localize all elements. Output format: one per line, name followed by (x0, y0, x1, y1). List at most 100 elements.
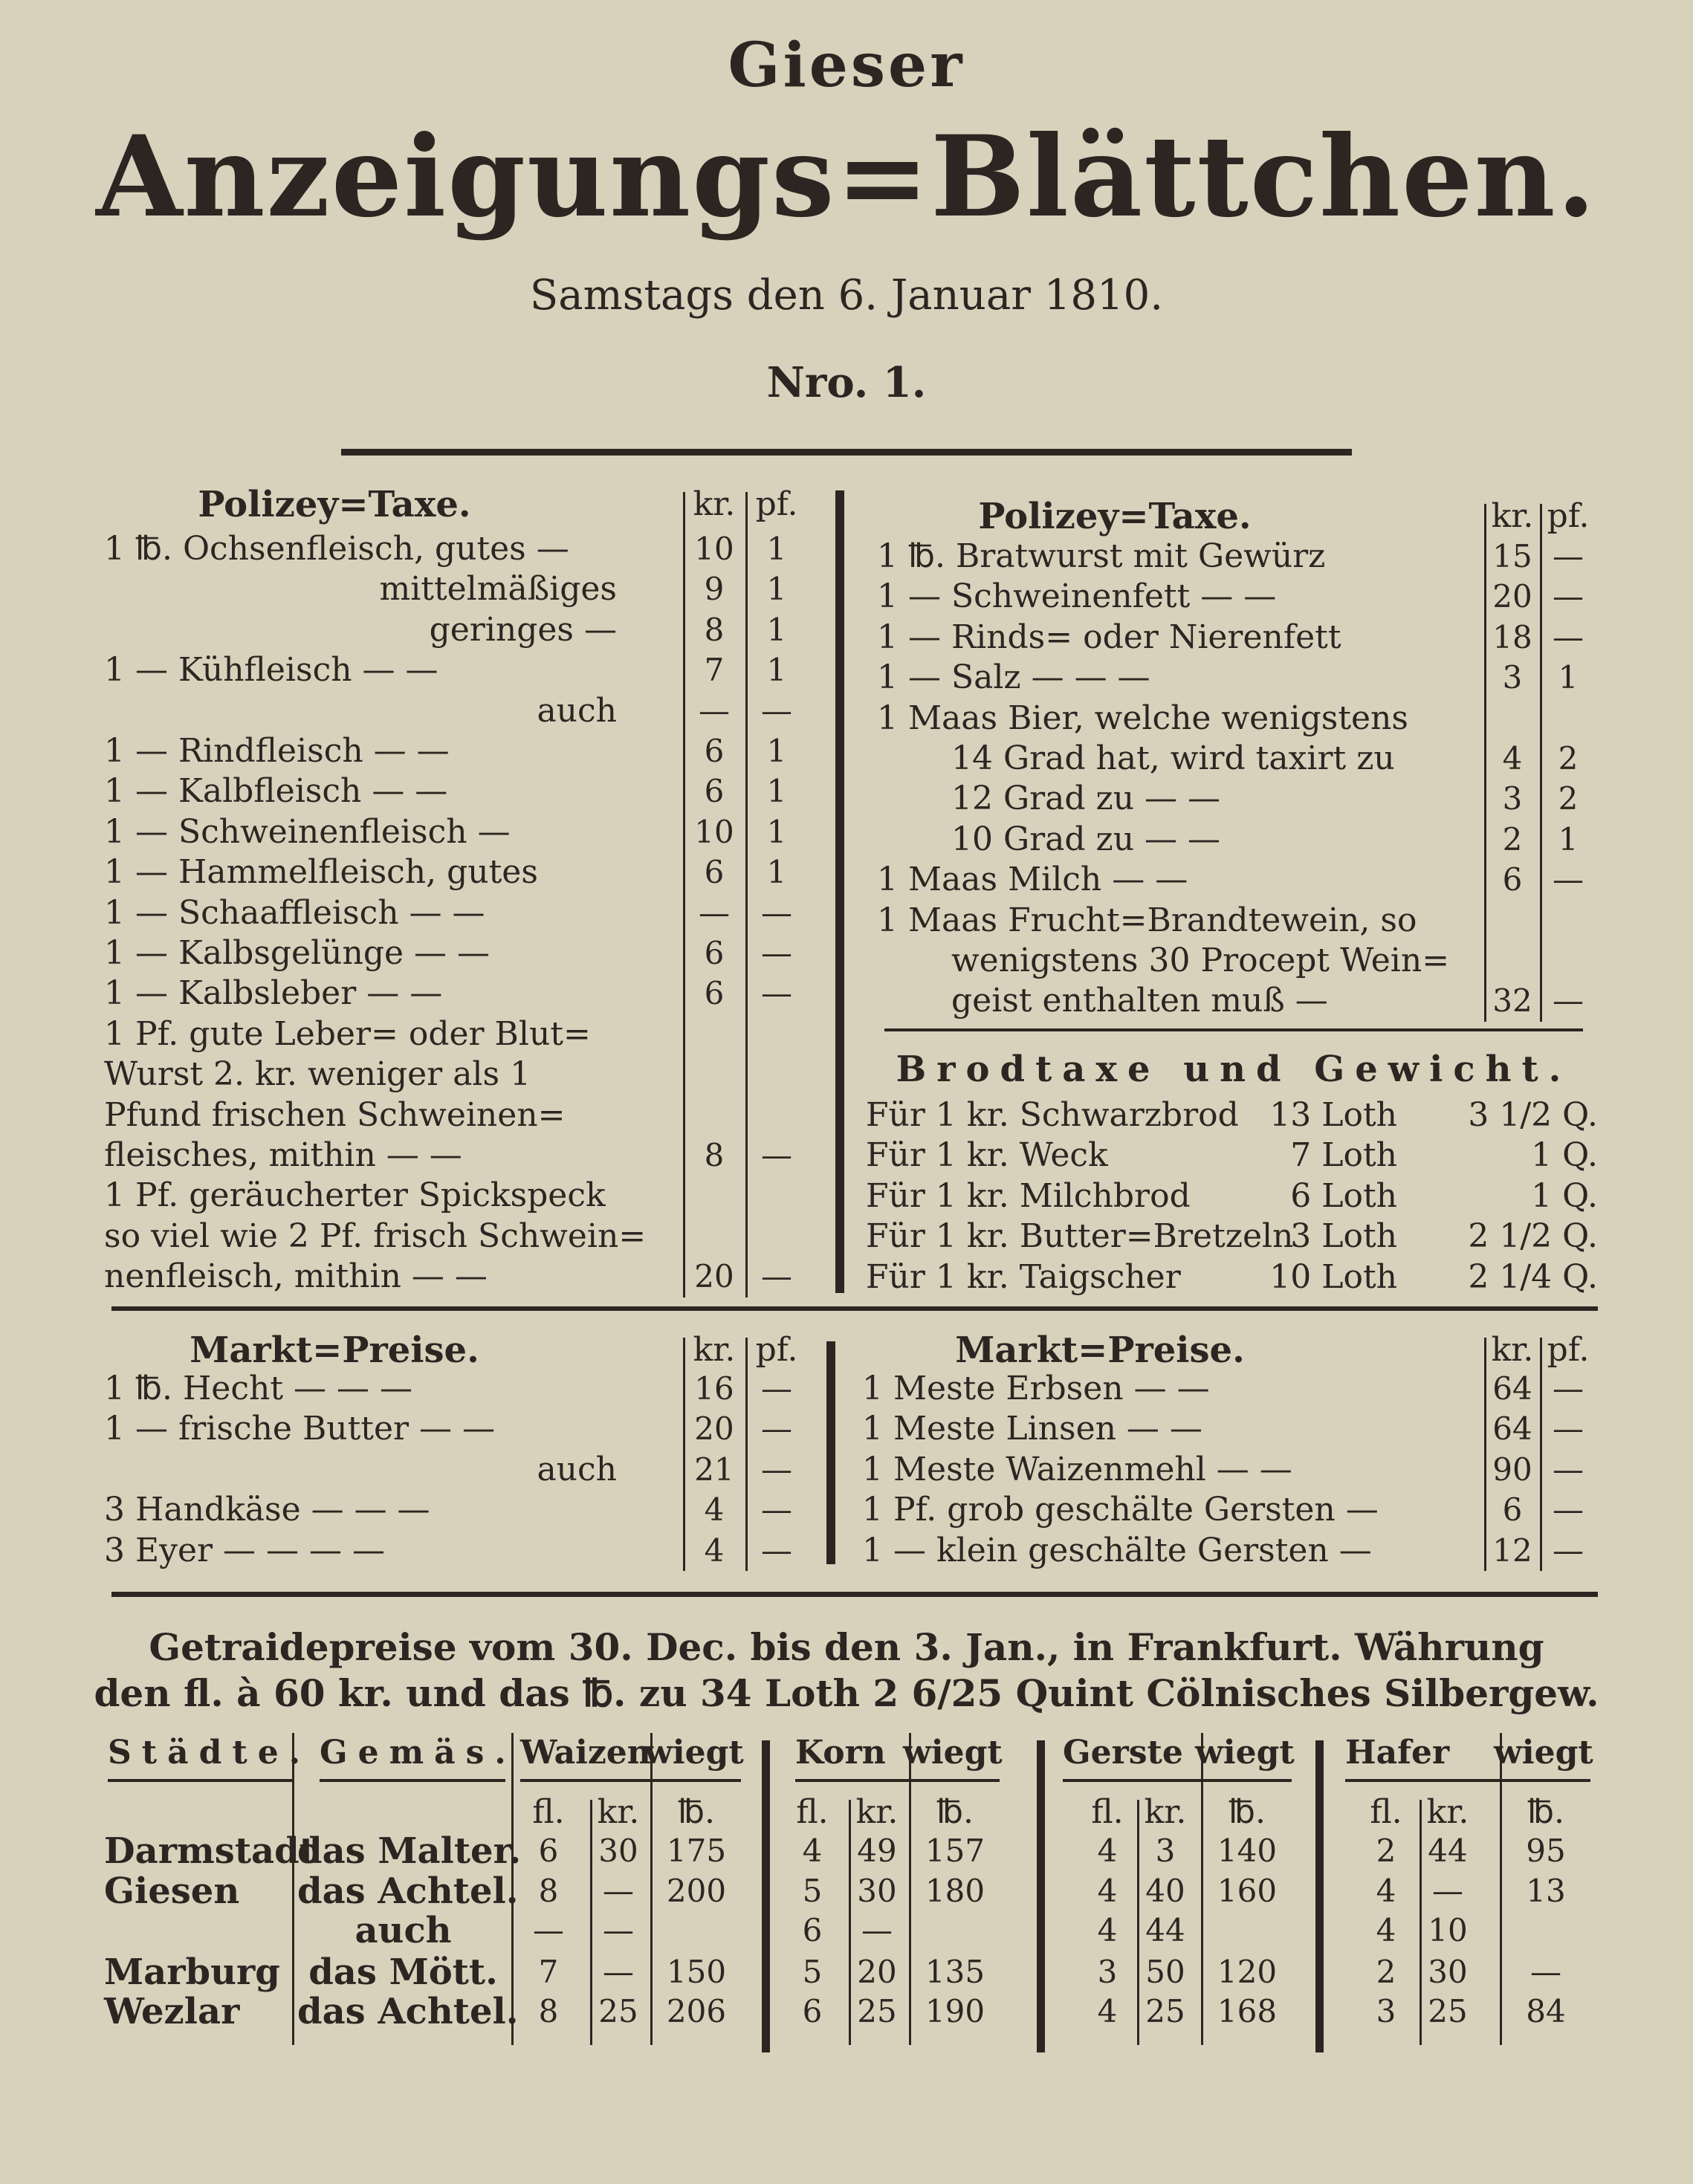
price-row-label: 1 — frische Butter — — (104, 1410, 496, 1448)
price-row-label: 1 ℔. Ochsenfleisch, gutes — (104, 530, 569, 568)
price-cell: 50 (1145, 1954, 1185, 1990)
header-gerste: Gerste (1063, 1734, 1183, 1772)
price-row-label: 3 Eyer — — — — (104, 1531, 385, 1569)
price-kr: — (699, 894, 730, 931)
header-korn: Korn (795, 1734, 886, 1772)
column-divider (683, 492, 685, 1297)
price-row-label: 1 — Kalbsgelünge — — (104, 934, 491, 972)
brod-quint: 2 1/2 Q. (1468, 1217, 1598, 1256)
header-cities: Städte. (108, 1734, 311, 1772)
column-divider (1540, 504, 1542, 1022)
price-cell: 20 (857, 1954, 897, 1990)
price-cell: 4 (1097, 1833, 1118, 1869)
price-row-label: geist enthalten muß — (951, 982, 1328, 1020)
price-row-label: 1 — Schaaffleisch — — (104, 893, 485, 932)
column-header-pf: pf. (755, 485, 798, 523)
brod-loth: 7 Loth (1290, 1136, 1397, 1175)
column-divider (909, 1733, 911, 2045)
price-kr: 2 (1502, 820, 1523, 858)
price-row-label: 12 Grad zu — — (951, 780, 1221, 818)
price-row-label: 1 — Kalbfleisch — — (104, 772, 448, 811)
price-row-label: auch (537, 691, 617, 730)
price-pf: — (1553, 982, 1584, 1020)
price-cell: 30 (598, 1833, 638, 1869)
city-name: Marburg (104, 1951, 280, 1993)
price-cell: — (603, 1912, 634, 1948)
price-kr: 20 (694, 1258, 734, 1295)
price-row-label: 1 Meste Linsen — — (862, 1410, 1202, 1448)
price-cell: 140 (1217, 1833, 1278, 1869)
brod-item: Für 1 kr. Butter=Bretzeln (866, 1217, 1294, 1256)
price-row-label: 1 — Hammelfleisch, gutes (104, 853, 538, 892)
price-cell: 49 (857, 1833, 897, 1869)
price-cell: 30 (1428, 1954, 1468, 1990)
price-cell: 4 (1097, 1912, 1118, 1948)
unit-lb: ℔. (678, 1793, 715, 1831)
unit-kr: kr. (1426, 1793, 1469, 1831)
measure-name: das Mött. (308, 1951, 498, 1993)
price-cell: 8 (538, 1993, 559, 2029)
price-cell: 84 (1526, 1993, 1566, 2029)
measure-name: auch (355, 1910, 452, 1951)
column-divider (590, 1800, 592, 2045)
column-header-pf: pf. (1547, 1331, 1590, 1369)
unit-fl: fl. (532, 1793, 565, 1831)
price-row-label: 1 ℔. Hecht — — — (104, 1370, 412, 1407)
header-underline (1063, 1779, 1292, 1782)
price-cell: 3 (1155, 1833, 1176, 1869)
price-cell: 8 (538, 1873, 559, 1909)
price-pf: — (761, 1491, 792, 1529)
brod-loth: 3 Loth (1290, 1217, 1397, 1256)
price-pf: 1 (1558, 820, 1579, 858)
brod-loth: 13 Loth (1269, 1096, 1397, 1134)
price-cell: — (1530, 1954, 1561, 1990)
price-row-label: 1 Maas Bier, welche wenigstens (877, 699, 1408, 737)
column-divider (745, 492, 748, 1297)
price-kr: 3 (1502, 780, 1523, 817)
price-row-label: so viel wie 2 Pf. frisch Schwein= (104, 1216, 647, 1255)
column-header-pf: pf. (1547, 497, 1590, 535)
brodtaxe-rule (884, 1028, 1583, 1031)
issue-date: Samstags den 6. Januar 1810. (529, 271, 1164, 320)
price-kr: 20 (694, 1410, 734, 1448)
price-pf: 1 (766, 531, 787, 567)
price-cell: 5 (802, 1954, 823, 1990)
unit-fl: fl. (796, 1793, 829, 1831)
price-pf: — (1553, 1451, 1584, 1488)
price-row-label: auch (537, 1450, 617, 1488)
price-pf: — (761, 1137, 792, 1173)
price-kr: 8 (704, 611, 725, 648)
column-divider (650, 1733, 653, 2045)
unit-lb: ℔. (1229, 1793, 1266, 1831)
price-kr: 8 (704, 1137, 725, 1173)
price-kr: 64 (1492, 1370, 1532, 1407)
price-cell: 190 (925, 1993, 985, 2029)
header-measure: Gemäs. (320, 1734, 517, 1772)
price-cell: — (603, 1954, 634, 1990)
column-divider (1540, 1338, 1542, 1571)
price-pf: — (1553, 1491, 1584, 1529)
price-cell: 180 (925, 1873, 985, 1909)
masthead-small-title: Gieser (728, 30, 965, 101)
section-rule (111, 1592, 1598, 1597)
price-row-label: fleisches, mithin — — (104, 1136, 462, 1174)
price-cell: 6 (538, 1833, 559, 1869)
column-divider (849, 1800, 851, 2045)
unit-fl: fl. (1370, 1793, 1402, 1831)
price-cell: 30 (857, 1873, 897, 1909)
price-kr: 90 (1492, 1451, 1532, 1488)
price-pf: — (1553, 861, 1584, 898)
column-header-kr: kr. (693, 1331, 736, 1369)
price-pf: — (761, 894, 792, 931)
price-pf: 1 (766, 571, 787, 608)
section-title: Polizey=Taxe. (978, 496, 1252, 537)
price-cell: 7 (538, 1954, 559, 1990)
price-cell: 13 (1526, 1873, 1566, 1909)
price-kr: 4 (704, 1532, 725, 1569)
measure-name: das Achtel. (297, 1870, 519, 1912)
header-underline (108, 1779, 294, 1782)
column-header-kr: kr. (1491, 497, 1534, 535)
price-row-label: 1 Meste Waizenmehl — — (862, 1450, 1292, 1488)
city-name: Wezlar (104, 1991, 240, 2032)
section-title: Markt=Preise. (190, 1329, 479, 1371)
